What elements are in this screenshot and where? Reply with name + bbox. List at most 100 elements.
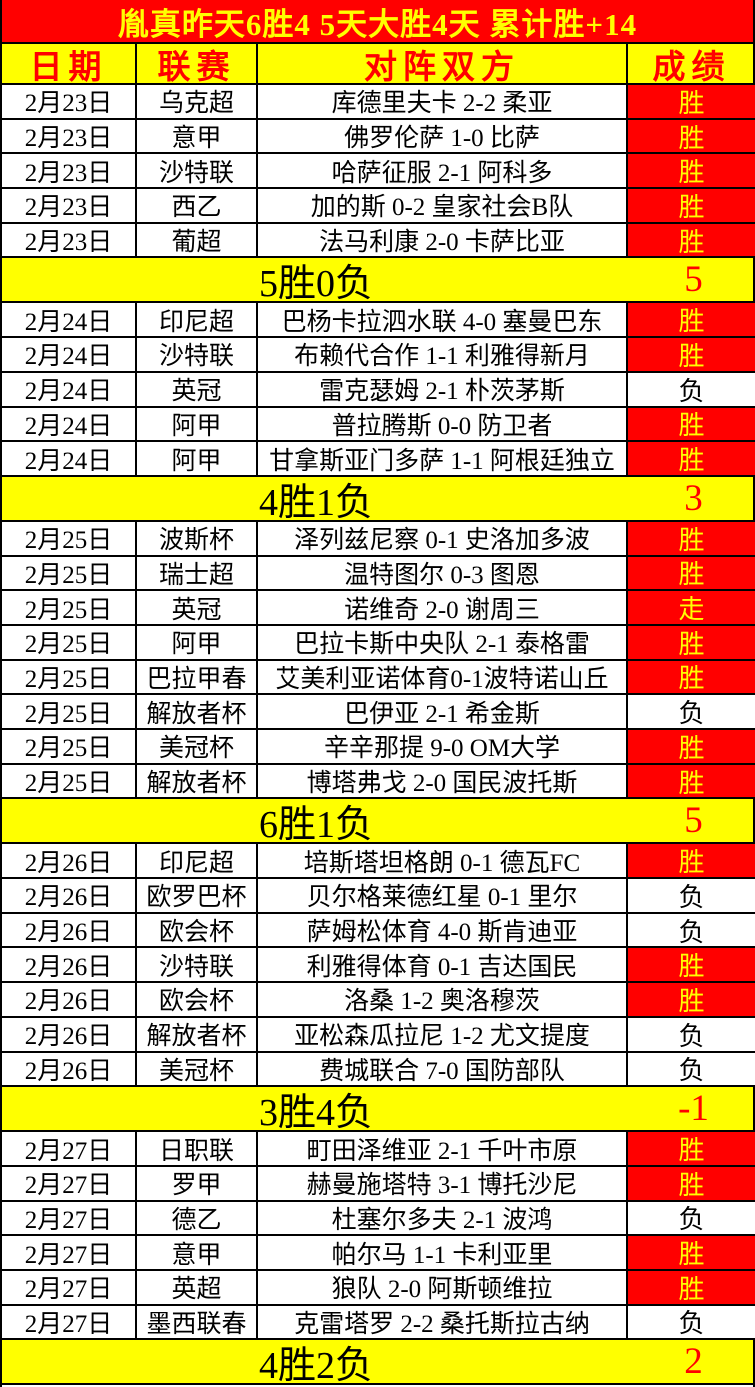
league-cell: 巴拉甲春 xyxy=(137,660,258,694)
league-cell: 解放者杯 xyxy=(137,764,258,798)
summary-label: 4胜1负 xyxy=(258,481,373,520)
result-cell: 胜 xyxy=(628,407,755,441)
league-cell: 日职联 xyxy=(137,1132,258,1165)
date-cell: 2月26日 xyxy=(2,913,137,947)
league-cell: 沙特联 xyxy=(137,154,258,188)
match-cell: 甘拿斯亚门多萨 1-1 阿根廷独立 xyxy=(258,442,628,475)
match-cell: 博塔弗戈 2-0 国民波托斯 xyxy=(258,764,628,798)
table-row: 2月23日 沙特联 哈萨征服 2-1 阿科多胜 xyxy=(2,154,755,190)
result-cell: 负 xyxy=(628,1052,755,1086)
result-cell: 胜 xyxy=(628,1166,755,1200)
table-row: 2月25日 英冠 诺维奇 2-0 谢周三走 xyxy=(2,591,755,626)
match-cell: 布赖代合作 1-1 利雅得新月 xyxy=(258,338,628,371)
result-cell: 负 xyxy=(628,913,755,947)
table-row: 2月27日 日职联 町田泽维亚 2-1 千叶市原胜 xyxy=(2,1132,755,1167)
match-cell: 狼队 2-0 阿斯顿维拉 xyxy=(258,1270,628,1304)
column-header-date: 日期 xyxy=(2,44,137,83)
summary-row: 5胜0负 5 xyxy=(2,258,753,304)
match-cell: 法马利康 2-0 卡萨比亚 xyxy=(258,223,628,257)
result-cell: 胜 xyxy=(628,338,755,371)
date-cell: 2月25日 xyxy=(2,521,137,555)
date-cell: 2月25日 xyxy=(2,591,137,624)
column-header-league: 联赛 xyxy=(137,44,258,83)
date-cell: 2月23日 xyxy=(2,189,137,222)
summary-score: 5 xyxy=(684,800,703,842)
date-cell: 2月23日 xyxy=(2,223,137,257)
table-body: 2月23日 乌克超 库德里夫卡 2-2 柔亚胜 2月23日 意甲 佛罗伦萨 1-0 比萨胜… xyxy=(2,85,755,1386)
league-cell: 意甲 xyxy=(137,1236,258,1269)
summary-score: 3 xyxy=(684,477,703,519)
date-cell: 2月24日 xyxy=(2,407,137,441)
table-row: 2月25日 解放者杯 博塔弗戈 2-0 国民波托斯胜 xyxy=(2,764,755,800)
date-cell: 2月25日 xyxy=(2,730,137,763)
match-cell: 艾美利亚诺体育0-1波特诺山丘 xyxy=(258,660,628,694)
date-cell: 2月26日 xyxy=(2,948,137,982)
result-cell: 胜 xyxy=(628,1270,755,1304)
date-cell: 2月25日 xyxy=(2,764,137,798)
date-cell: 2月23日 xyxy=(2,85,137,118)
league-cell: 阿甲 xyxy=(137,442,258,475)
league-cell: 英超 xyxy=(137,1270,258,1304)
summary-label: 6胜1负 xyxy=(258,804,373,843)
date-cell: 2月27日 xyxy=(2,1305,137,1339)
summary-label: 3胜4负 xyxy=(258,1092,373,1131)
result-cell: 胜 xyxy=(628,223,755,257)
result-cell: 胜 xyxy=(628,844,755,878)
date-cell: 2月23日 xyxy=(2,119,137,153)
league-cell: 欧会杯 xyxy=(137,983,258,1016)
league-cell: 瑞士超 xyxy=(137,556,258,590)
result-cell: 胜 xyxy=(628,983,755,1016)
league-cell: 西乙 xyxy=(137,189,258,222)
league-cell: 欧罗巴杯 xyxy=(137,879,258,912)
match-cell: 帕尔马 1-1 卡利亚里 xyxy=(258,1236,628,1269)
date-cell: 2月26日 xyxy=(2,1017,137,1051)
league-cell: 英冠 xyxy=(137,372,258,406)
date-cell: 2月25日 xyxy=(2,556,137,590)
table-row: 2月25日 瑞士超 温特图尔 0-3 图恩胜 xyxy=(2,556,755,592)
date-cell: 2月26日 xyxy=(2,879,137,912)
table-row: 2月25日 阿甲 巴拉卡斯中央队 2-1 泰格雷胜 xyxy=(2,625,755,661)
date-cell: 2月27日 xyxy=(2,1201,137,1235)
match-cell: 库德里夫卡 2-2 柔亚 xyxy=(258,85,628,118)
summary-label: 5胜0负 xyxy=(258,263,373,302)
match-cell: 巴伊亚 2-1 希金斯 xyxy=(258,695,628,728)
match-cell: 利雅得体育 0-1 吉达国民 xyxy=(258,948,628,982)
date-cell: 2月23日 xyxy=(2,154,137,188)
league-cell: 阿甲 xyxy=(137,625,258,659)
column-header-match: 对阵双方 xyxy=(258,44,628,83)
match-cell: 辛辛那提 9-0 OM大学 xyxy=(258,730,628,763)
match-cell: 温特图尔 0-3 图恩 xyxy=(258,556,628,590)
date-cell: 2月24日 xyxy=(2,338,137,371)
date-cell: 2月27日 xyxy=(2,1166,137,1200)
result-cell: 胜 xyxy=(628,1236,755,1269)
result-cell: 胜 xyxy=(628,119,755,153)
date-cell: 2月27日 xyxy=(2,1236,137,1269)
table-row: 2月26日 美冠杯 费城联合 7-0 国防部队负 xyxy=(2,1052,755,1088)
result-cell: 负 xyxy=(628,372,755,406)
result-cell: 胜 xyxy=(628,189,755,222)
date-cell: 2月26日 xyxy=(2,1052,137,1086)
match-cell: 洛桑 1-2 奥洛穆茨 xyxy=(258,983,628,1016)
match-cell: 巴杨卡拉泗水联 4-0 塞曼巴东 xyxy=(258,303,628,337)
summary-label: 4胜2负 xyxy=(258,1345,373,1384)
league-cell: 解放者杯 xyxy=(137,695,258,728)
league-cell: 德乙 xyxy=(137,1201,258,1235)
table-row: 2月26日 印尼超 培斯塔坦格朗 0-1 德瓦FC 胜 xyxy=(2,844,755,880)
table-row: 2月26日 欧罗巴杯 贝尔格莱德红星 0-1 里尔负 xyxy=(2,879,755,914)
summary-row: 3胜4负 -1 xyxy=(2,1087,753,1133)
result-cell: 胜 xyxy=(628,948,755,982)
result-cell: 负 xyxy=(628,879,755,912)
match-cell: 克雷塔罗 2-2 桑托斯拉古纳 xyxy=(258,1305,628,1339)
table-row: 2月25日 巴拉甲春 艾美利亚诺体育0-1波特诺山丘胜 xyxy=(2,660,755,696)
match-cell: 费城联合 7-0 国防部队 xyxy=(258,1052,628,1086)
table-row: 2月27日 英超 狼队 2-0 阿斯顿维拉胜 xyxy=(2,1270,755,1306)
result-cell: 胜 xyxy=(628,556,755,590)
table-row: 2月27日 德乙 杜塞尔多夫 2-1 波鸿负 xyxy=(2,1201,755,1237)
table-row: 2月23日 葡超 法马利康 2-0 卡萨比亚胜 xyxy=(2,223,755,259)
league-cell: 沙特联 xyxy=(137,338,258,371)
date-cell: 2月26日 xyxy=(2,844,137,878)
league-cell: 印尼超 xyxy=(137,844,258,878)
result-cell: 胜 xyxy=(628,521,755,555)
summary-score: -1 xyxy=(678,1088,709,1130)
